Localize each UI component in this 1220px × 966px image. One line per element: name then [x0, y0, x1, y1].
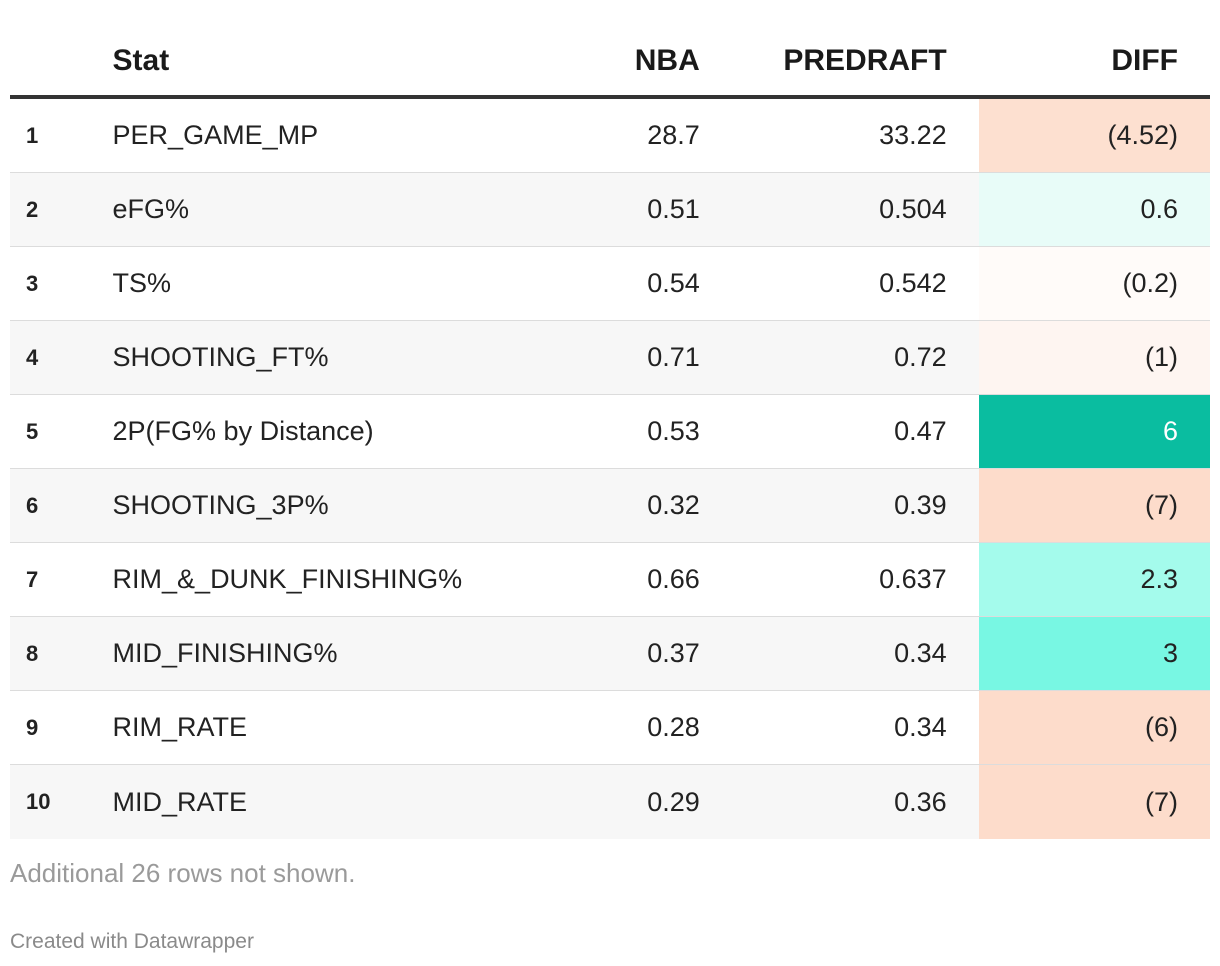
row-diff-value: (7) — [978, 469, 1210, 542]
row-index: 4 — [26, 344, 39, 370]
row-index: 7 — [26, 566, 39, 592]
table-body: 1 PER_GAME_MP 28.7 33.22 (4.52) 2 eFG% 0.51 0.50… — [10, 99, 1210, 839]
row-nba-value: 0.53 — [647, 416, 700, 446]
table-row: 7 RIM_&_DUNK_FINISHING% 0.66 0.637 2.3 — [10, 543, 1210, 617]
row-index: 6 — [26, 492, 39, 518]
row-nba-value: 0.28 — [647, 712, 700, 742]
table-row: 6 SHOOTING_3P% 0.32 0.39 (7) — [10, 469, 1210, 543]
row-diff-value: 2.3 — [978, 543, 1210, 616]
header-diff[interactable]: DIFF — [1111, 44, 1178, 77]
row-diff-value: (0.2) — [978, 247, 1210, 320]
row-diff-value: 6 — [978, 395, 1210, 468]
row-nba-value: 0.37 — [647, 638, 700, 668]
row-stat: SHOOTING_FT% — [112, 342, 329, 372]
row-nba-value: 0.54 — [647, 268, 700, 298]
row-diff-value: 3 — [978, 617, 1210, 690]
row-stat: RIM_RATE — [112, 712, 248, 742]
row-index: 3 — [26, 270, 39, 296]
row-nba-value: 28.7 — [647, 120, 700, 150]
data-table: Stat NBA PREDRAFT DIFF 1 PER_GAME_MP 28.7 3… — [10, 27, 1210, 839]
row-stat: 2P(FG% by Distance) — [112, 416, 374, 446]
table-row: 10 MID_RATE 0.29 0.36 (7) — [10, 765, 1210, 839]
table-row: 5 2P(FG% by Distance) 0.53 0.47 6 — [10, 395, 1210, 469]
row-index: 9 — [26, 714, 39, 740]
row-index: 5 — [26, 418, 39, 444]
row-stat: PER_GAME_MP — [112, 120, 319, 150]
row-predraft-value: 0.72 — [894, 342, 947, 372]
row-stat: MID_RATE — [112, 786, 248, 817]
row-predraft-value: 0.542 — [879, 268, 947, 298]
table-row: 1 PER_GAME_MP 28.7 33.22 (4.52) — [10, 99, 1210, 173]
row-diff-value: (1) — [978, 321, 1210, 394]
row-predraft-value: 0.637 — [879, 564, 947, 594]
row-diff-value: (4.52) — [978, 99, 1210, 172]
table-row: 2 eFG% 0.51 0.504 0.6 — [10, 173, 1210, 247]
row-index: 2 — [26, 196, 39, 222]
row-predraft-value: 0.36 — [894, 786, 947, 817]
rows-not-shown-note: Additional 26 rows not shown. — [10, 858, 356, 888]
row-nba-value: 0.29 — [647, 786, 700, 817]
row-predraft-value: 0.504 — [879, 194, 947, 224]
row-diff-value: (6) — [978, 691, 1210, 764]
row-index: 10 — [26, 789, 51, 814]
row-predraft-value: 0.34 — [894, 638, 947, 668]
table-row: 8 MID_FINISHING% 0.37 0.34 3 — [10, 617, 1210, 691]
header-stat[interactable]: Stat — [112, 44, 170, 77]
row-index: 8 — [26, 640, 39, 666]
row-predraft-value: 0.47 — [894, 416, 947, 446]
table-row: 9 RIM_RATE 0.28 0.34 (6) — [10, 691, 1210, 765]
datawrapper-credit[interactable]: Created with Datawrapper — [10, 930, 254, 953]
row-stat: RIM_&_DUNK_FINISHING% — [112, 564, 463, 594]
row-nba-value: 0.71 — [647, 342, 700, 372]
table-row: 4 SHOOTING_FT% 0.71 0.72 (1) — [10, 321, 1210, 395]
row-index: 1 — [26, 122, 39, 148]
header-nba[interactable]: NBA — [634, 44, 700, 77]
row-stat: SHOOTING_3P% — [112, 490, 329, 520]
row-nba-value: 0.51 — [647, 194, 700, 224]
row-predraft-value: 0.34 — [894, 712, 947, 742]
header-predraft[interactable]: PREDRAFT — [783, 44, 947, 77]
table-header: Stat NBA PREDRAFT DIFF — [10, 27, 1210, 99]
table-row: 3 TS% 0.54 0.542 (0.2) — [10, 247, 1210, 321]
row-nba-value: 0.32 — [647, 490, 700, 520]
row-nba-value: 0.66 — [647, 564, 700, 594]
row-diff-value: 0.6 — [978, 173, 1210, 246]
row-stat: TS% — [112, 268, 172, 298]
row-predraft-value: 0.39 — [894, 490, 947, 520]
row-predraft-value: 33.22 — [879, 120, 947, 150]
row-diff-value: (7) — [978, 765, 1210, 839]
row-stat: eFG% — [112, 194, 190, 224]
row-stat: MID_FINISHING% — [112, 638, 338, 668]
